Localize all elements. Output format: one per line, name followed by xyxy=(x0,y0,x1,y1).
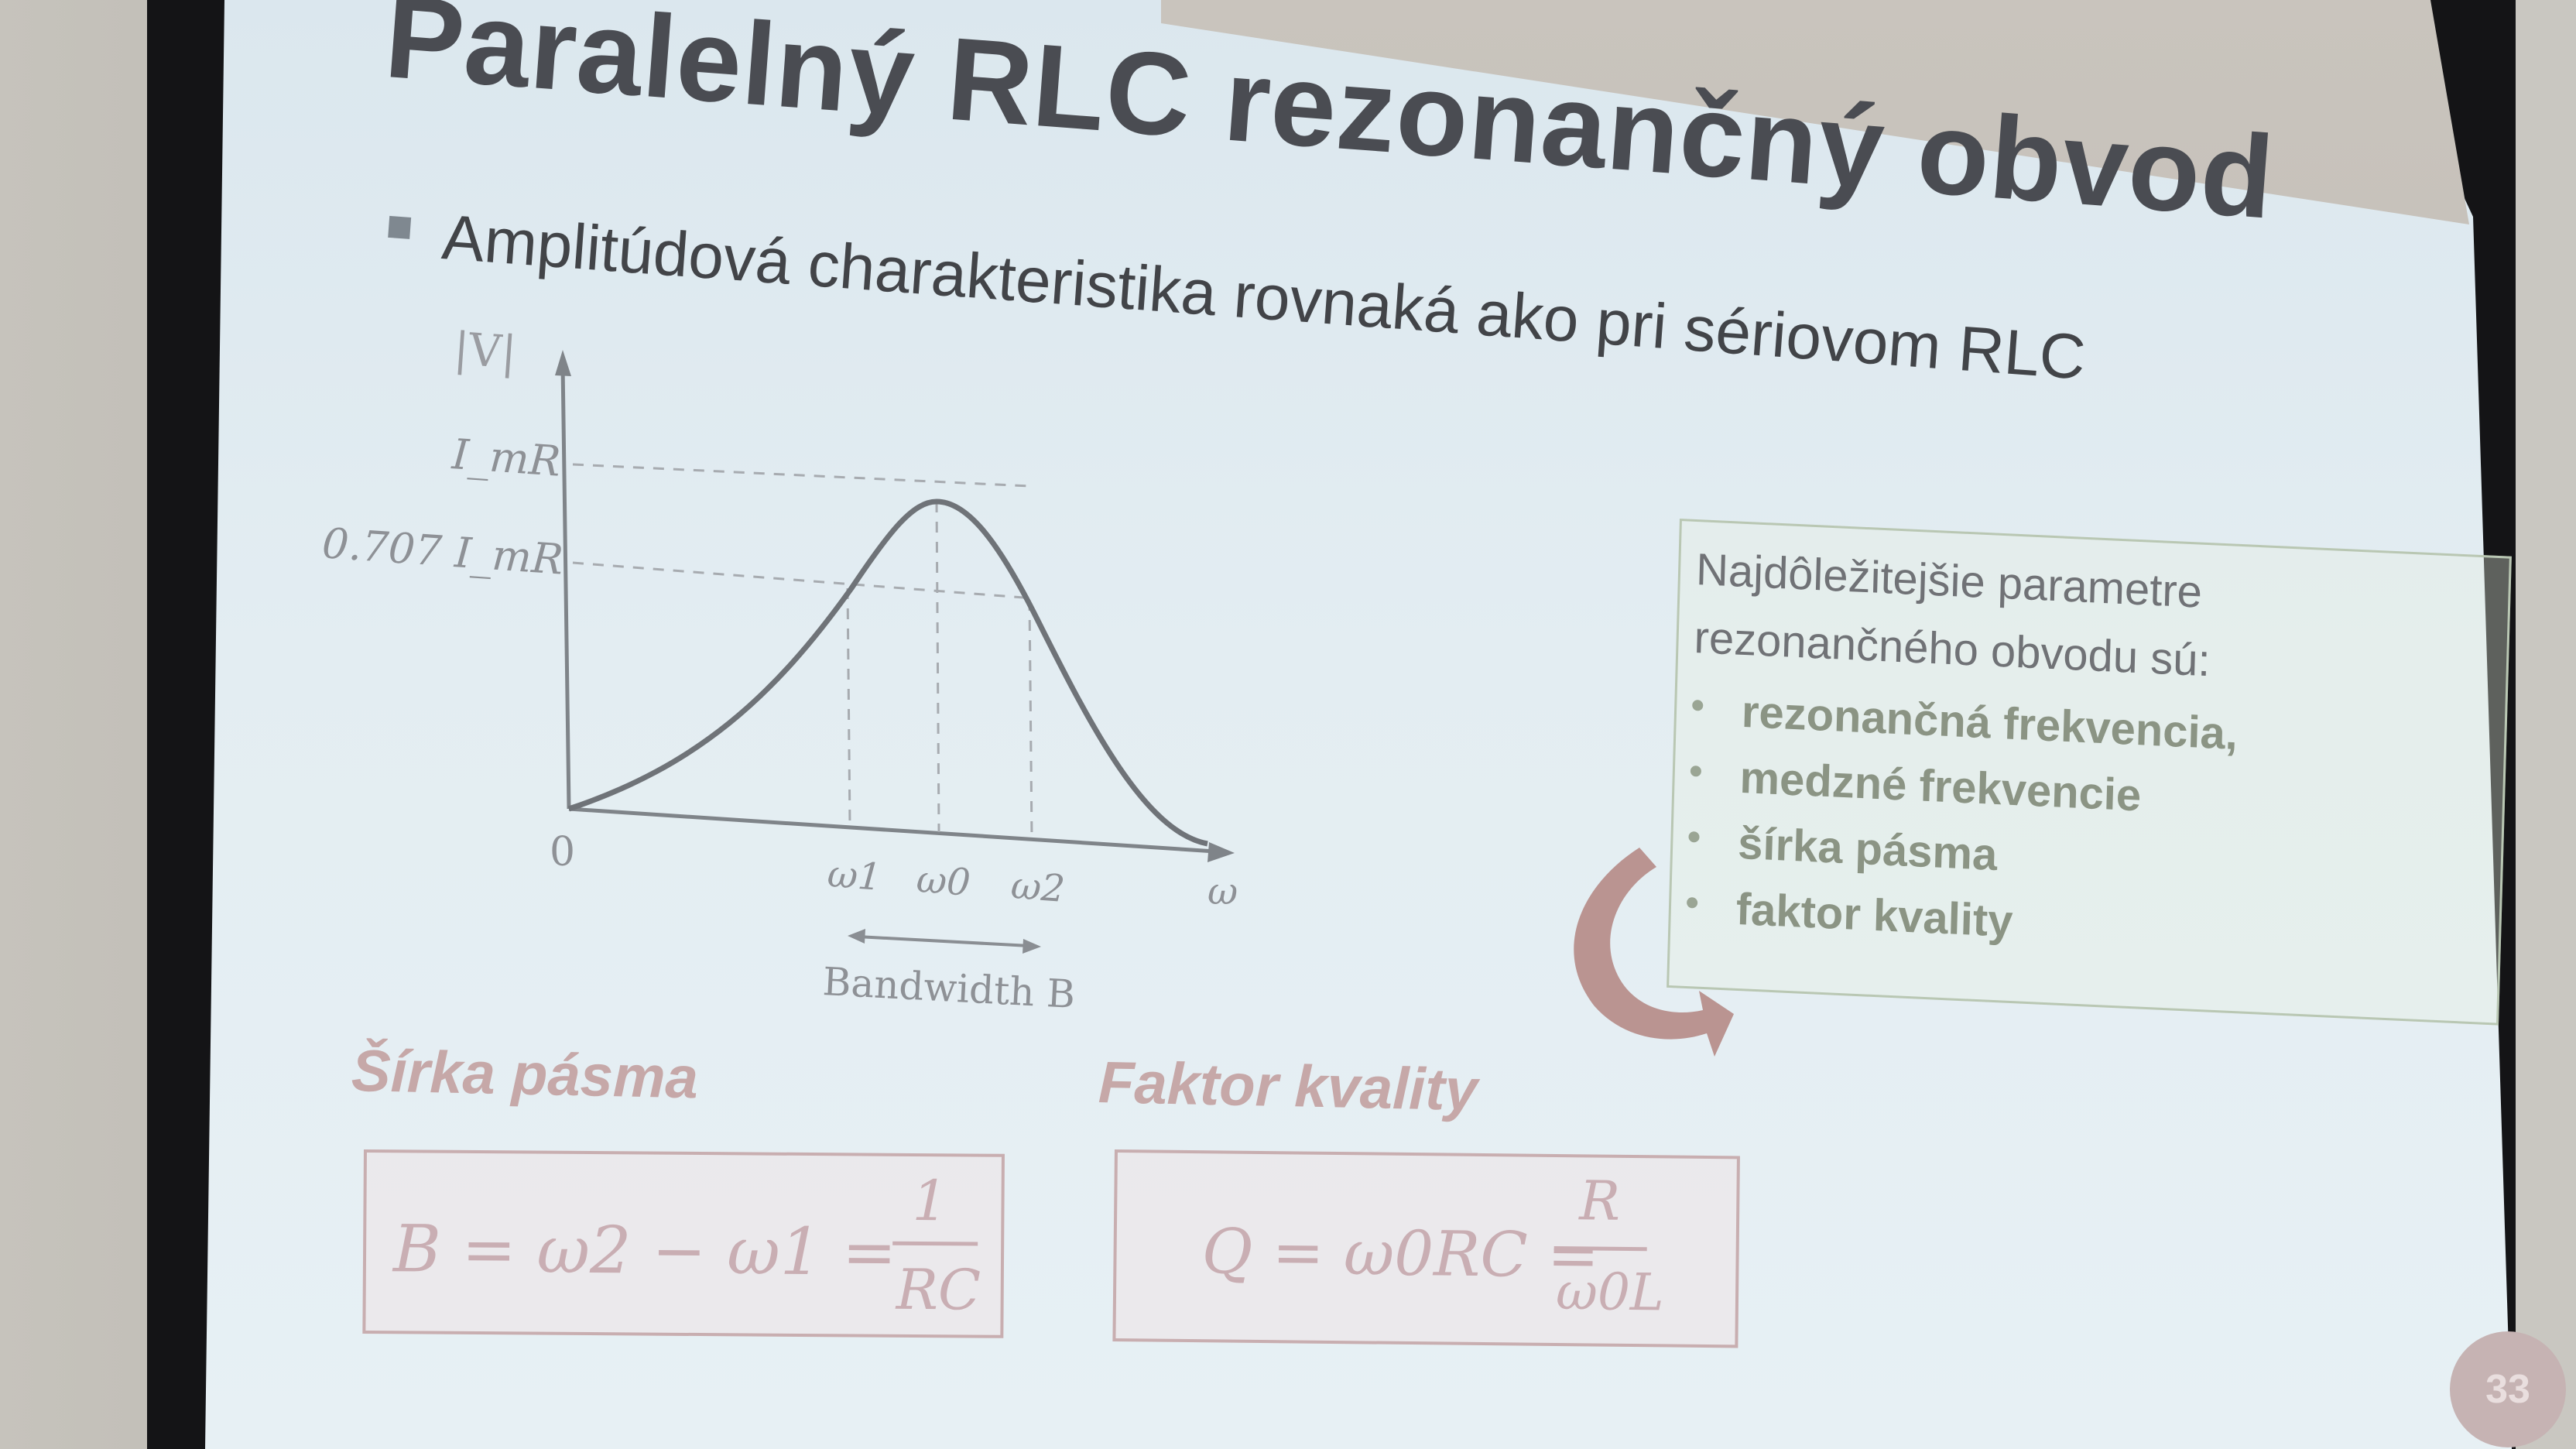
half-power-dashed-line xyxy=(572,561,1034,600)
bandwidth-fraction-bar xyxy=(892,1241,978,1246)
bullet-dot-icon xyxy=(1690,765,1702,777)
omega0-dashed-line xyxy=(935,501,940,833)
x-tick-omega1: ω1 xyxy=(826,852,882,899)
x-axis-arrow-icon xyxy=(1208,842,1235,862)
quality-denominator: ω0L xyxy=(1555,1261,1665,1323)
quality-formula: Q = ω0RC = xyxy=(1201,1215,1600,1292)
chart-axes xyxy=(560,363,1216,854)
y-tick-peak: I_mR xyxy=(450,430,562,486)
omega1-dashed-line xyxy=(846,587,851,827)
bandwidth-arrow-right-icon xyxy=(1023,939,1041,954)
quality-heading: Faktor kvality xyxy=(1098,1049,1478,1124)
curved-arrow-icon xyxy=(1574,848,1734,1057)
y-axis-arrow-icon xyxy=(555,350,571,376)
bandwidth-denominator: RC xyxy=(896,1256,981,1323)
chart-gridlines xyxy=(572,463,1034,839)
bullet-dot-icon xyxy=(1686,896,1698,909)
bandwidth-numerator: 1 xyxy=(912,1167,948,1234)
bandwidth-heading: Šírka pásma xyxy=(351,1037,699,1112)
parameters-title: Najdôležitejšie parametre rezonančného o… xyxy=(1693,536,2213,695)
bullet-dot-icon xyxy=(1688,831,1700,843)
x-axis-label: ω xyxy=(1208,870,1238,913)
quality-formula-box: Q = ω0RC = R ω0L xyxy=(1112,1149,1740,1348)
parameters-box: Najdôležitejšie parametre rezonančného o… xyxy=(1667,519,2512,1026)
bullet-dot-icon xyxy=(1692,699,1704,711)
parameters-list: rezonančná frekvencia, medzné frekvencie… xyxy=(1686,677,2239,964)
y-tick-half-power: 0.707 I_mR xyxy=(320,519,565,584)
peak-dashed-line xyxy=(572,463,1030,488)
quality-numerator: R xyxy=(1578,1169,1621,1233)
origin-label: 0 xyxy=(550,829,575,875)
y-axis-label: |V| xyxy=(452,322,519,379)
x-axis xyxy=(568,807,1216,854)
wall-right xyxy=(2506,0,2576,1449)
omega2-dashed-line xyxy=(1028,599,1033,839)
x-tick-omega0: ω0 xyxy=(915,858,971,905)
bandwidth-formula-box: B = ω2 − ω1 = 1 RC xyxy=(362,1149,1005,1338)
bandwidth-annotation: Bandwidth B xyxy=(821,959,1076,1017)
x-tick-omega2: ω2 xyxy=(1009,864,1066,911)
bandwidth-arrow xyxy=(857,935,1030,947)
page-number-badge: 33 xyxy=(2450,1331,2566,1447)
resonance-curve xyxy=(567,498,1208,847)
bandwidth-formula: B = ω2 − ω1 = xyxy=(392,1211,897,1290)
y-axis xyxy=(560,363,571,810)
bandwidth-arrow-left-icon xyxy=(848,929,865,944)
